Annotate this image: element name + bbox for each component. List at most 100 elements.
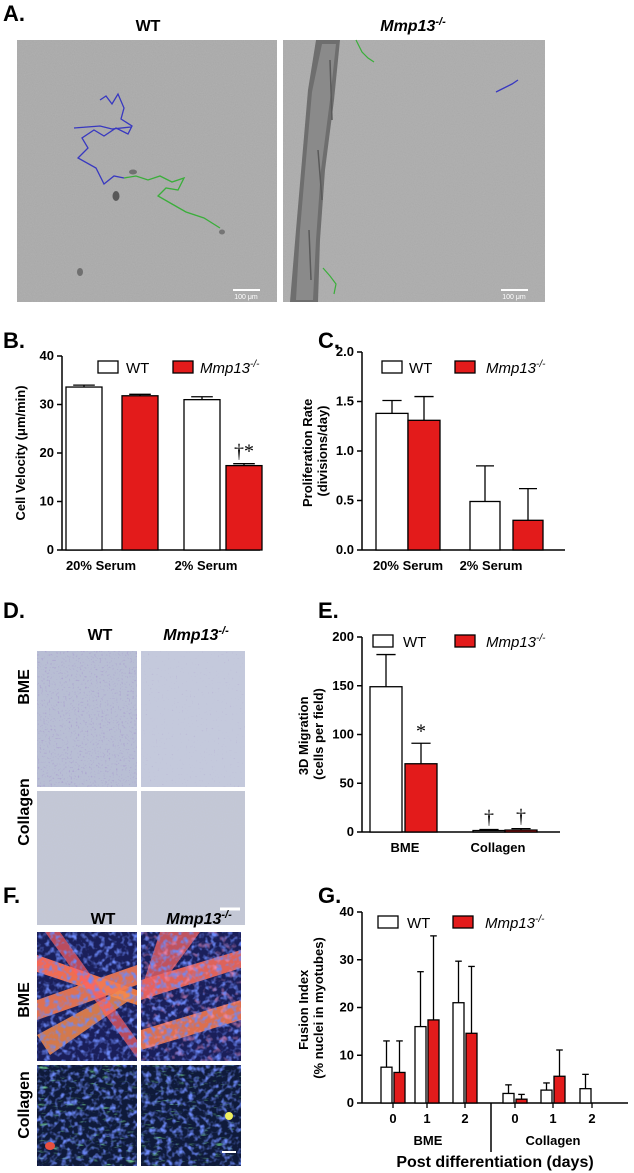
- chart-b-bar-ko-1: [225, 464, 263, 551]
- chart-g-day-label: 2: [461, 1111, 468, 1126]
- panel-label-b: B.: [3, 328, 25, 353]
- micrograph-d-wt-collagen: [37, 791, 137, 925]
- chart-e-bar-wt-1: [472, 829, 506, 833]
- chart-b-ytick-label: 20: [40, 445, 54, 460]
- panel-label-a: A.: [3, 1, 25, 26]
- panel-d-row-collagen: Collagen: [16, 778, 33, 846]
- micrograph-d-ko-bme: [141, 651, 245, 787]
- chart-c-ytick-label: 1.0: [336, 443, 354, 458]
- chart-g-bar-ko-1: [427, 1019, 440, 1104]
- svg-text:100 μm: 100 μm: [234, 294, 258, 301]
- chart-e-annotation: †: [516, 806, 526, 828]
- chart-c-category-label: 2% Serum: [460, 558, 523, 573]
- chart-g-bar-wt-5: [579, 1088, 592, 1104]
- panel-label-c: C.: [318, 328, 340, 353]
- chart-g-day-label: 0: [511, 1111, 518, 1126]
- chart-e-ytick-label: 200: [332, 629, 354, 644]
- chart-g-ytick-label: 20: [340, 1000, 354, 1015]
- chart-e-ylabel: 3D Migration (cells per field): [296, 688, 326, 780]
- chart-g-bar-wt-4: [540, 1089, 553, 1104]
- chart-g-group-label: BME: [414, 1133, 443, 1148]
- chart-b-annotation: †*: [234, 441, 254, 463]
- chart-e-ytick-label: 50: [340, 775, 354, 790]
- chart-b-legend-ko-swatch: [172, 360, 194, 374]
- chart-e-category-label: BME: [391, 840, 420, 855]
- chart-b-ytick-label: 10: [40, 494, 54, 509]
- cell-track-ko-blue: [495, 79, 519, 93]
- cell-track-wt-blue: [76, 92, 133, 186]
- chart-g-bar-wt-1: [414, 1025, 427, 1104]
- chart-g-fusion-index: Fusion Index (% nuclei in myotubes) Post…: [296, 904, 628, 1171]
- chart-g-bar-wt-0: [380, 1066, 393, 1104]
- panel-f-row-collagen: Collagen: [16, 1071, 33, 1139]
- panel-a-ko-title: Mmp13-/-: [380, 16, 446, 35]
- chart-c-ytick-label: 2.0: [336, 344, 354, 359]
- chart-e-legend-wt-swatch: [372, 634, 394, 648]
- chart-c-legend-wt: WT: [409, 360, 432, 377]
- chart-e-legend-ko-swatch: [454, 634, 476, 648]
- micrograph-d-ko-collagen: [141, 791, 245, 925]
- chart-e-3d-migration: 3D Migration (cells per field) 0 50 100 150…: [296, 629, 560, 855]
- chart-g-bar-ko-3: [515, 1098, 528, 1104]
- chart-c-bar-wt-1: [469, 500, 501, 551]
- chart-c-legend-wt-swatch: [381, 360, 403, 374]
- chart-g-xlabel: Post differentiation (days): [396, 1154, 593, 1171]
- chart-e-bar-ko-0: [404, 763, 438, 833]
- chart-b-ylabel: Cell Velocity (μm/min): [13, 385, 28, 520]
- micrograph-a-ko: 100 μm: [283, 39, 545, 302]
- chart-g-group-label: Collagen: [526, 1133, 581, 1148]
- chart-g-legend-wt-swatch: [377, 915, 399, 929]
- chart-b-legend-ko: Mmp13-/-: [200, 359, 260, 377]
- chart-g-ytick-label: 0: [347, 1095, 354, 1110]
- chart-c-category-label: 20% Serum: [373, 558, 443, 573]
- chart-b-ytick-label: 0: [47, 542, 54, 557]
- fluorescence-f-ko-collagen: [141, 1065, 241, 1166]
- chart-c-ytick-label: 0.0: [336, 542, 354, 557]
- chart-g-legend-ko: Mmp13-/-: [485, 914, 545, 932]
- panel-d-ko-title: Mmp13-/-: [163, 625, 229, 644]
- chart-e-legend-wt: WT: [403, 634, 426, 651]
- panel-f-ko-title: Mmp13-/-: [166, 909, 232, 928]
- chart-b-ytick-label: 30: [40, 397, 54, 412]
- panel-f-row-bme: BME: [16, 982, 33, 1018]
- panel-f-wt-title: WT: [91, 911, 116, 928]
- micrograph-d-wt-bme: [37, 651, 137, 787]
- svg-text:100 μm: 100 μm: [502, 294, 526, 301]
- chart-c-legend-ko: Mmp13-/-: [486, 359, 546, 377]
- chart-b-bar-wt-1: [183, 398, 221, 551]
- chart-g-legend-ko-swatch: [452, 915, 474, 929]
- chart-g-ytick-label: 30: [340, 952, 354, 967]
- chart-b-legend-wt: WT: [126, 360, 149, 377]
- panel-d-wt-title: WT: [88, 627, 113, 644]
- chart-b-category-label: 2% Serum: [175, 558, 238, 573]
- chart-g-bar-ko-4: [553, 1075, 566, 1104]
- chart-g-day-label: 0: [389, 1111, 396, 1126]
- chart-c-legend-ko-swatch: [454, 360, 476, 374]
- chart-e-ytick-label: 0: [347, 824, 354, 839]
- fluorescence-f-wt-bme: [37, 932, 137, 1061]
- chart-b-bar-wt-0: [65, 386, 103, 551]
- chart-g-legend-wt: WT: [407, 915, 430, 932]
- cell-track-ko-green: [355, 39, 375, 63]
- chart-g-ytick-label: 40: [340, 904, 354, 919]
- panel-label-d: D.: [3, 598, 25, 623]
- chart-c-bar-ko-0: [407, 419, 441, 551]
- cell-track-wt-green: [123, 175, 221, 229]
- chart-c-bar-wt-0: [375, 412, 409, 551]
- fluorescence-f-wt-collagen: [37, 1065, 137, 1166]
- chart-e-bar-wt-0: [369, 686, 403, 833]
- chart-e-ytick-label: 100: [332, 727, 354, 742]
- panel-label-f: F.: [3, 883, 20, 908]
- chart-e-annotation: †: [484, 807, 494, 829]
- chart-c-ytick-label: 0.5: [336, 493, 354, 508]
- chart-g-bar-ko-0: [393, 1071, 406, 1104]
- chart-b-bar-ko-0: [121, 395, 159, 551]
- chart-e-legend-ko: Mmp13-/-: [486, 633, 546, 651]
- chart-c-bar-ko-1: [512, 519, 544, 551]
- chart-g-day-label: 2: [588, 1111, 595, 1126]
- panel-label-g: G.: [318, 883, 341, 908]
- panel-d-row-bme: BME: [16, 669, 33, 705]
- chart-b-category-label: 20% Serum: [66, 558, 136, 573]
- chart-b-ytick-label: 40: [40, 348, 54, 363]
- chart-b-cell-velocity: Cell Velocity (μm/min) 0 10 20 30 40 20% Ser…: [13, 348, 263, 573]
